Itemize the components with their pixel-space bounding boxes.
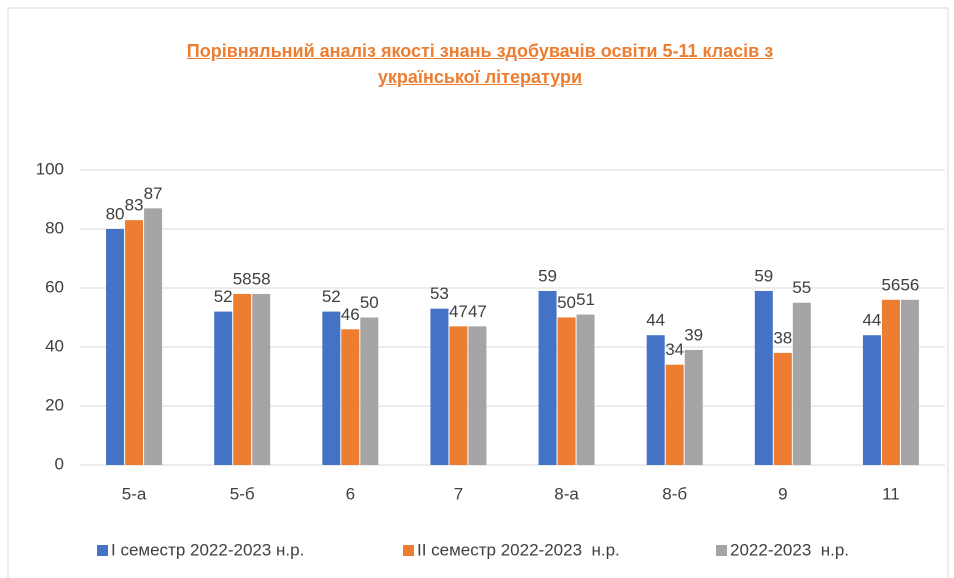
x-tick-label: 8-б bbox=[662, 484, 687, 503]
data-label: 80 bbox=[106, 204, 125, 223]
data-label: 58 bbox=[252, 269, 271, 288]
legend-swatch bbox=[403, 545, 414, 556]
bar bbox=[881, 299, 900, 465]
bar bbox=[214, 311, 233, 465]
bar bbox=[106, 229, 125, 465]
bar bbox=[468, 326, 487, 465]
bar bbox=[792, 302, 811, 465]
bar bbox=[252, 293, 271, 465]
y-tick-label: 80 bbox=[45, 218, 64, 237]
x-tick-label: 5-а bbox=[122, 484, 147, 503]
bar bbox=[430, 308, 449, 465]
data-label: 56 bbox=[900, 275, 919, 294]
data-label: 51 bbox=[576, 290, 595, 309]
data-label: 56 bbox=[881, 275, 900, 294]
bar bbox=[360, 317, 379, 465]
y-tick-label: 0 bbox=[55, 454, 64, 473]
bar bbox=[538, 290, 557, 465]
bar bbox=[862, 335, 881, 465]
x-tick-label: 11 bbox=[882, 484, 900, 503]
data-label: 83 bbox=[125, 196, 144, 215]
bar bbox=[233, 293, 252, 465]
data-label: 50 bbox=[557, 293, 576, 312]
data-label: 87 bbox=[144, 184, 163, 203]
legend-label: II семестр 2022-2023 н.р. bbox=[417, 540, 620, 559]
legend-swatch bbox=[97, 545, 108, 556]
bar bbox=[449, 326, 468, 465]
x-tick-label: 9 bbox=[778, 484, 787, 503]
x-tick-label: 7 bbox=[454, 484, 463, 503]
y-tick-label: 40 bbox=[45, 336, 64, 355]
bar bbox=[900, 299, 919, 465]
bar bbox=[576, 314, 595, 465]
data-label: 44 bbox=[646, 311, 665, 330]
data-label: 59 bbox=[754, 266, 773, 285]
bar bbox=[341, 329, 360, 465]
data-label: 53 bbox=[430, 284, 449, 303]
legend-swatch bbox=[716, 545, 727, 556]
data-label: 52 bbox=[214, 287, 233, 306]
legend-label: I семестр 2022-2023 н.р. bbox=[111, 540, 304, 559]
data-label: 39 bbox=[684, 325, 703, 344]
bar bbox=[646, 335, 665, 465]
bar bbox=[684, 349, 703, 465]
y-tick-label: 60 bbox=[45, 277, 64, 296]
data-label: 46 bbox=[341, 305, 360, 324]
bar bbox=[773, 352, 792, 465]
data-label: 47 bbox=[449, 302, 468, 321]
data-label: 47 bbox=[468, 302, 487, 321]
bar bbox=[665, 364, 684, 465]
bar bbox=[125, 220, 144, 465]
data-label: 59 bbox=[538, 266, 557, 285]
y-tick-label: 20 bbox=[45, 395, 64, 414]
data-label: 58 bbox=[233, 269, 252, 288]
data-label: 55 bbox=[792, 278, 811, 297]
bar bbox=[754, 290, 773, 465]
x-tick-label: 6 bbox=[346, 484, 355, 503]
x-tick-label: 5-б bbox=[230, 484, 255, 503]
data-label: 34 bbox=[665, 340, 684, 359]
bar bbox=[144, 208, 163, 465]
legend-label: 2022-2023 н.р. bbox=[730, 540, 849, 559]
chart-title: Порівняльний аналіз якості знань здобува… bbox=[186, 41, 774, 87]
data-label: 38 bbox=[773, 328, 792, 347]
x-tick-label: 8-а bbox=[554, 484, 579, 503]
data-label: 44 bbox=[862, 311, 881, 330]
data-label: 50 bbox=[360, 293, 379, 312]
bar bbox=[557, 317, 576, 465]
y-tick-label: 100 bbox=[36, 159, 64, 178]
data-label: 52 bbox=[322, 287, 341, 306]
bar bbox=[322, 311, 341, 465]
chart-border bbox=[7, 7, 949, 578]
